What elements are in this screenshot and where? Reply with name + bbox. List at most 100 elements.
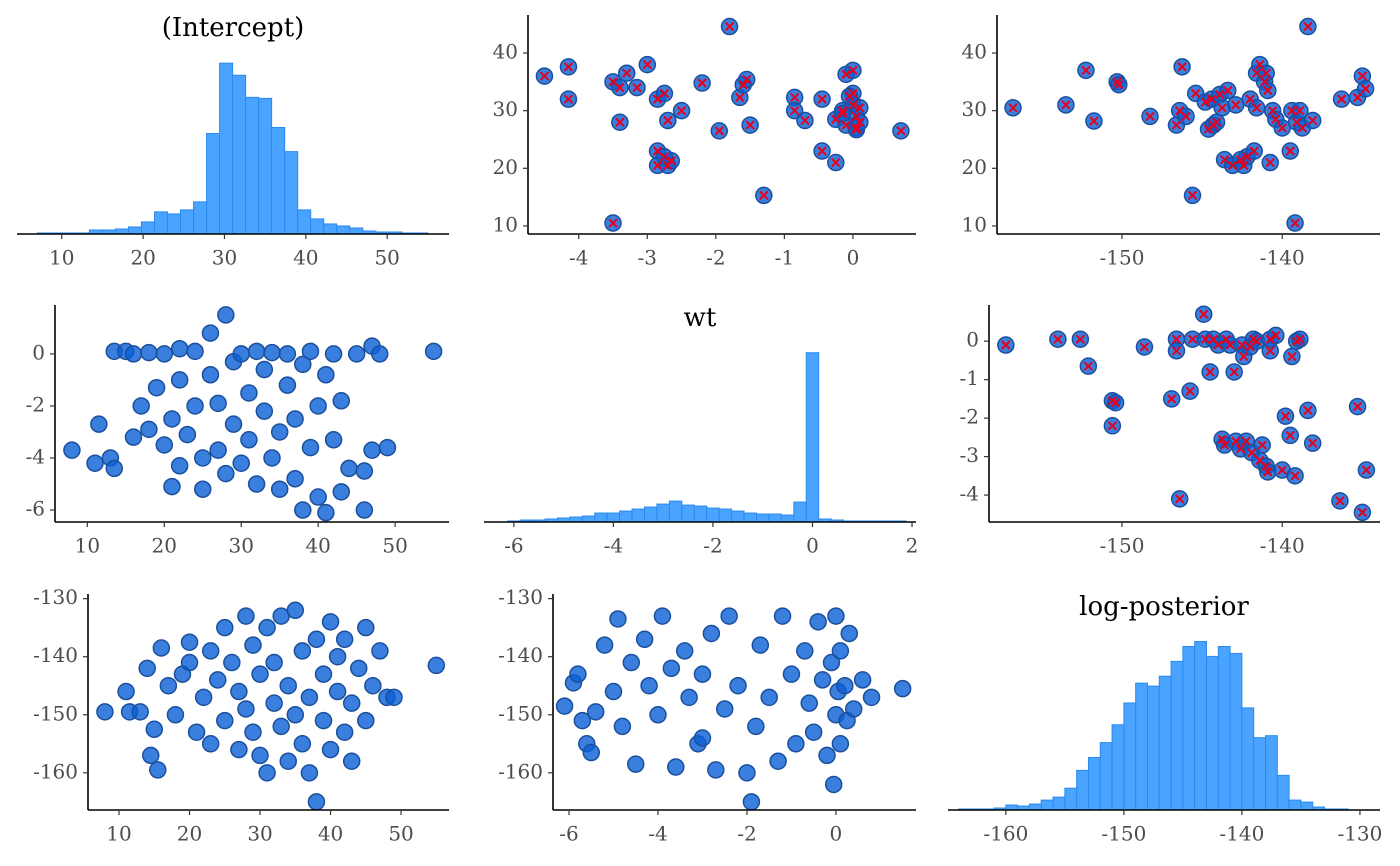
divergent-marker <box>1215 89 1225 100</box>
point <box>90 415 108 433</box>
histogram-bar <box>127 226 142 235</box>
x-tick-label: 10 <box>75 534 100 558</box>
point <box>831 642 850 660</box>
point <box>804 723 823 741</box>
point <box>278 345 297 363</box>
histogram-bar <box>1028 803 1042 811</box>
point <box>653 607 672 625</box>
point <box>286 410 304 428</box>
point <box>208 671 227 689</box>
divergent-marker <box>1053 334 1063 344</box>
point <box>194 449 212 467</box>
point <box>155 436 174 454</box>
y-tick-label: -140 <box>33 643 78 667</box>
point <box>667 758 685 776</box>
histogram-bar <box>731 510 745 523</box>
histogram-bar <box>1265 735 1278 811</box>
point <box>427 656 446 675</box>
divergent-marker <box>1061 100 1071 110</box>
divergent-marker <box>1075 334 1086 344</box>
divergent-marker <box>1245 94 1255 104</box>
histogram-bar <box>1288 799 1302 811</box>
y-tick-label: 0 <box>966 328 979 352</box>
x-tick-label: 40 <box>305 534 330 558</box>
histogram-bar <box>768 513 782 523</box>
point <box>609 610 627 628</box>
point <box>149 761 167 779</box>
point <box>223 653 241 672</box>
point <box>844 700 863 718</box>
x-tick-label: -2 <box>706 246 725 270</box>
y-tick-label: 30 <box>493 97 518 121</box>
divergent-marker <box>1263 467 1273 477</box>
divergent-marker <box>724 21 735 32</box>
point <box>278 376 297 394</box>
histogram-bar <box>805 352 820 523</box>
divergent-marker <box>1271 114 1281 125</box>
divergent-marker <box>1205 367 1215 377</box>
x-tick-label: 40 <box>318 822 343 846</box>
point <box>294 501 312 519</box>
divergent-marker <box>1200 334 1211 344</box>
divergent-marker <box>855 117 865 127</box>
y-tick-label: -130 <box>33 585 78 609</box>
divergent-marker <box>837 108 848 119</box>
divergent-marker <box>1335 496 1345 506</box>
divergent-marker <box>1303 405 1313 416</box>
point <box>96 703 114 721</box>
point <box>279 676 297 695</box>
point <box>244 723 262 741</box>
divergent-marker <box>831 157 841 168</box>
point <box>240 431 258 449</box>
histogram-bar <box>1076 769 1089 811</box>
point <box>649 706 667 724</box>
point <box>240 384 258 402</box>
point <box>707 761 725 779</box>
divergent-marker <box>1265 346 1275 356</box>
point <box>117 682 135 701</box>
point <box>300 688 319 707</box>
divergent-marker <box>759 190 769 201</box>
point <box>715 700 734 718</box>
point <box>255 360 274 379</box>
divergent-marker <box>1303 21 1313 32</box>
divergent-marker <box>817 94 827 104</box>
histogram-bar <box>1040 799 1054 811</box>
point <box>270 480 289 498</box>
point <box>729 676 747 695</box>
point <box>317 503 335 522</box>
divergent-marker <box>789 92 800 103</box>
point <box>142 746 160 765</box>
point <box>675 642 694 660</box>
divergent-marker <box>1249 146 1259 156</box>
histogram-bar <box>681 504 695 523</box>
point <box>364 676 382 695</box>
x-tick-label: -160 <box>983 822 1028 846</box>
point <box>342 752 361 770</box>
panel-title: log-posterior <box>1079 592 1249 622</box>
histogram-bar <box>206 133 221 235</box>
x-tick-label: 30 <box>229 534 254 558</box>
y-tick-label: -2 <box>26 392 45 416</box>
point <box>216 711 234 730</box>
point <box>827 607 845 625</box>
divergent-marker <box>1271 330 1281 341</box>
histogram-bar <box>1300 801 1314 811</box>
histogram-bar <box>323 223 338 235</box>
divergent-marker <box>1171 334 1182 344</box>
point <box>321 740 340 759</box>
point <box>180 653 199 672</box>
x-tick-label: -6 <box>504 534 523 558</box>
point <box>831 735 850 753</box>
divergent-marker <box>714 126 724 136</box>
point <box>147 378 166 397</box>
histogram-bar <box>1205 655 1219 811</box>
divergent-marker <box>1174 494 1185 504</box>
divergent-marker <box>1257 440 1267 450</box>
divergent-marker <box>896 126 906 136</box>
point <box>230 740 248 759</box>
point <box>424 342 443 361</box>
point <box>840 624 859 643</box>
point <box>155 345 174 363</box>
divergent-marker <box>1235 444 1246 454</box>
